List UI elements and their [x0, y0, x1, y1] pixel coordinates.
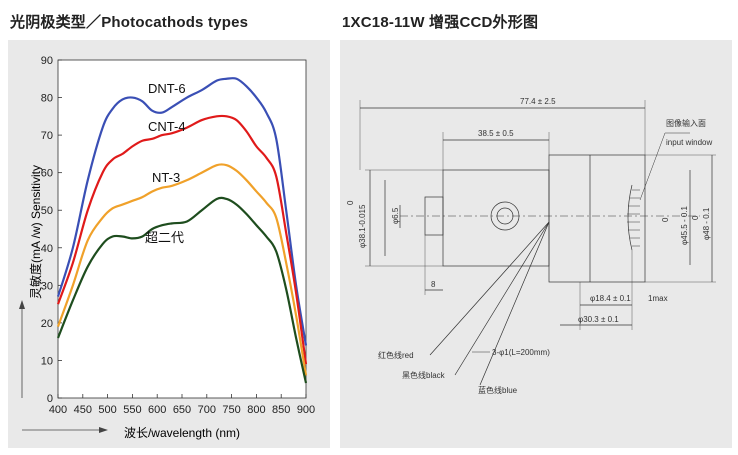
y-tick-label: 40 [41, 243, 53, 255]
series-label-2: NT-3 [152, 170, 180, 185]
ccd-body [442, 169, 550, 267]
dim-small-text: φ6.5 [391, 207, 400, 224]
x-axis-label: 波长/wavelength (nm) [124, 426, 240, 440]
x-tick-label: 550 [123, 404, 141, 416]
plot-area [57, 59, 307, 399]
y-tick-label: 80 [41, 93, 53, 105]
y-tick-label: 50 [41, 205, 53, 217]
dim-overall-text: 77.4 ± 2.5 [520, 97, 556, 106]
dim-zero-b-text: 0 [661, 217, 670, 222]
wire-blue [479, 221, 550, 386]
input-window-lens [627, 184, 633, 251]
dim-1max-text: 1max [648, 294, 668, 303]
series-group [56, 77, 308, 384]
y-tick-label: 60 [41, 168, 53, 180]
wire-blue-label: 蓝色线blue [478, 385, 518, 395]
x-tick-label: 400 [49, 404, 67, 416]
dim-length-text: 38.5 ± 0.5 [478, 129, 514, 138]
x-axis-arrow-icon [99, 427, 108, 433]
x-tick-label: 650 [173, 404, 191, 416]
dim-48-text: φ48 - 0.1 [702, 207, 711, 240]
dim-30-text: φ30.3 ± 0.1 [578, 315, 619, 324]
x-tick-label: 700 [198, 404, 216, 416]
y-tick-label: 20 [41, 318, 53, 330]
window-label-cn: 图像输入面 [666, 118, 706, 128]
y-axis-label: 灵敏度(mA /w) Sensitivity [28, 165, 43, 299]
y-tick-label: 90 [41, 55, 53, 67]
y-tick-label: 30 [41, 280, 53, 292]
wire-black [454, 221, 550, 376]
series-line-2 [56, 163, 308, 376]
x-tick-label: 750 [222, 404, 240, 416]
x-tick-label: 800 [247, 404, 265, 416]
series-line-1 [56, 114, 308, 365]
wire-black-label: 黑色线black [402, 370, 446, 380]
dim-zero-a-text: 0 [346, 200, 355, 205]
chart-title: 光阴极类型／Photocathods types [10, 14, 249, 31]
series-label-0: DNT-6 [148, 81, 186, 96]
dim-zero-c-text: 0 [691, 215, 700, 220]
dim-step-text: 8 [431, 280, 436, 289]
x-tick-label: 850 [272, 404, 290, 416]
intensifier-body [548, 154, 646, 283]
drawing-title: 1XC18-11W 增强CCD外形图 [342, 14, 539, 31]
series-line-0 [56, 77, 308, 346]
dim-18-text: φ18.4 ± 0.1 [590, 294, 631, 303]
y-tick-label: 10 [41, 355, 53, 367]
window-label-en: input window [666, 138, 712, 147]
axis-ticks: 0 10 20 30 40 50 60 70 80 90 400 450 500 550 600 650 700… [41, 55, 315, 416]
dim-outer-text: φ38.1-0.015 [358, 204, 367, 248]
plot-frame [57, 59, 307, 399]
series-label-3: 超二代 [145, 230, 184, 245]
input-window-hatch [627, 189, 640, 247]
wire-red [429, 221, 550, 356]
wire-red-label: 红色线red [378, 350, 414, 360]
window-leader [639, 132, 690, 201]
dim-45-text: φ45.5 - 0.1 [680, 205, 689, 245]
y-axis-arrow-icon [19, 300, 25, 309]
y-tick-label: 0 [47, 393, 53, 405]
x-tick-label: 900 [297, 404, 315, 416]
series-label-1: CNT-4 [148, 119, 186, 134]
y-tick-label: 70 [41, 130, 53, 142]
series-line-3 [56, 196, 308, 384]
x-tick-label: 600 [148, 404, 166, 416]
wire-cable-text: 3-φ1(L=200mm) [492, 348, 550, 357]
series-labels: DNT-6 CNT-4 NT-3 超二代 [145, 81, 186, 245]
x-tick-label: 450 [74, 404, 92, 416]
x-tick-label: 500 [98, 404, 116, 416]
